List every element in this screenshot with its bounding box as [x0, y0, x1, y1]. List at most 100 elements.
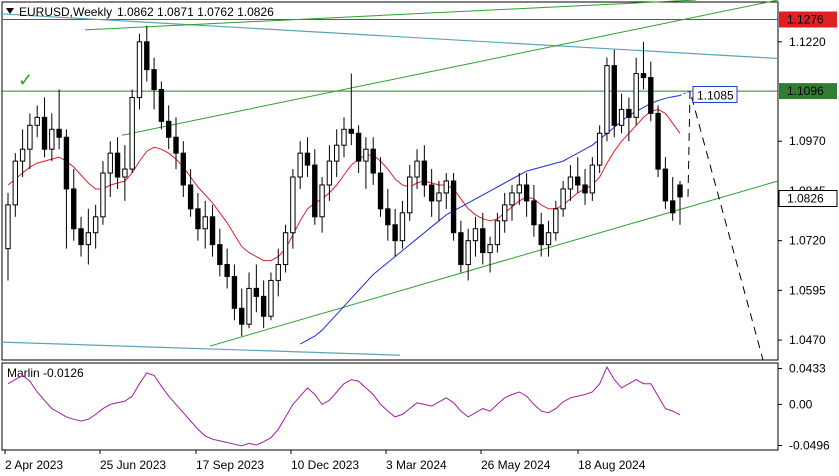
bear-candle — [385, 208, 391, 226]
bear-candle — [377, 172, 384, 210]
bear-candle — [151, 69, 157, 91]
oscillator-line — [7, 366, 681, 447]
bull-candle — [633, 73, 639, 118]
bear-candle — [662, 168, 669, 202]
bear-candle — [180, 152, 186, 186]
bull-candle — [436, 192, 442, 202]
collapse-triangle-icon[interactable] — [6, 8, 14, 14]
oscillator-panel-border — [1, 362, 779, 451]
bear-candle — [611, 65, 617, 126]
bull-candle — [290, 176, 296, 234]
bear-candle — [304, 152, 311, 166]
bear-candle — [392, 224, 398, 242]
bull-candle — [545, 232, 552, 246]
bull-candle — [516, 184, 522, 194]
bull-candle — [363, 148, 369, 162]
price-label-text: 1.0826 — [787, 192, 824, 206]
target-label-box — [692, 85, 738, 103]
bear-candle — [144, 41, 150, 71]
time-tick-label: 17 Sep 2023 — [196, 458, 264, 472]
price-label-text: 1.1276 — [787, 13, 824, 27]
channel-lower-line — [209, 180, 779, 347]
bear-candle — [582, 184, 588, 194]
oscillator-tick-label: 0.00 — [789, 397, 813, 411]
price-label: 1.1096 — [779, 83, 837, 100]
bull-candle — [5, 204, 11, 250]
bull-candle — [319, 184, 325, 218]
bull-candle — [465, 240, 471, 266]
bear-candle — [677, 184, 683, 198]
bull-candle — [560, 188, 566, 210]
bear-candle — [523, 184, 530, 202]
price-tick-label: 1.1220 — [789, 35, 826, 49]
bear-candle — [648, 77, 654, 114]
time-tick-label: 25 Jun 2023 — [100, 458, 166, 472]
bear-candle — [428, 184, 435, 202]
bull-candle — [502, 204, 508, 222]
chart-title: EURUSD,Weekly — [19, 5, 112, 19]
candles — [5, 25, 683, 337]
bull-candle — [414, 160, 420, 178]
bear-candle — [575, 176, 581, 186]
bear-candle — [173, 136, 179, 154]
bull-candle — [49, 128, 55, 150]
bull-candle — [326, 160, 333, 186]
bull-candle — [567, 176, 574, 190]
time-tick-label: 26 May 2024 — [481, 458, 551, 472]
bull-candle — [297, 152, 303, 178]
bull-candle — [596, 132, 603, 166]
bear-candle — [626, 108, 632, 118]
oscillator-title: Marlin -0.0126 — [7, 366, 84, 380]
bull-candle — [202, 216, 208, 230]
ohlc-values: 1.0862 1.0871 1.0762 1.0826 — [117, 5, 274, 19]
bear-candle — [217, 244, 223, 266]
bull-candle — [407, 176, 413, 214]
bear-candle — [41, 116, 48, 150]
bull-candle — [129, 96, 135, 170]
bear-candle — [166, 120, 172, 138]
forecast-path-line — [687, 90, 764, 361]
bull-candle — [100, 172, 106, 218]
chart-lines: 1.1085 — [1, 0, 779, 361]
bull-candle — [92, 216, 99, 234]
time-tick-label: 2 Apr 2023 — [5, 458, 63, 472]
bull-candle — [107, 152, 113, 174]
bull-candle — [27, 124, 33, 150]
price-tick-label: 1.0970 — [789, 134, 826, 148]
bear-candle — [458, 232, 464, 266]
time-tick-label: 18 Aug 2024 — [578, 458, 646, 472]
bear-candle — [224, 264, 230, 277]
time-axis: 2 Apr 2023 25 Jun 2023 17 Sep 2023 10 Dec 2… — [4, 450, 646, 472]
channel-upper-line — [121, 0, 779, 136]
bull-candle — [34, 116, 40, 126]
price-label-box — [779, 11, 837, 28]
bull-candle — [246, 287, 252, 325]
channel-top-line — [84, 0, 697, 31]
time-tick-label: 10 Dec 2023 — [291, 458, 359, 472]
bear-candle — [370, 148, 376, 174]
time-tick-label: 3 Mar 2024 — [386, 458, 447, 472]
bull-candle — [553, 208, 559, 234]
price-tick-label: 1.0720 — [789, 234, 826, 248]
bull-candle — [85, 232, 92, 246]
lower-trend-line — [1, 341, 401, 356]
bull-candle — [122, 168, 128, 178]
bear-candle — [655, 112, 661, 170]
price-label-text: 1.1096 — [787, 84, 824, 98]
bear-candle — [670, 200, 676, 214]
oscillator-panel: Marlin -0.0126 0.0433 0.00 -0.0496 — [7, 362, 830, 453]
bear-candle — [187, 184, 194, 210]
bull-candle — [589, 164, 596, 194]
bear-candle — [78, 228, 84, 246]
price-tick-label: 1.0470 — [789, 333, 826, 347]
ma-projection-line — [679, 90, 691, 96]
bull-candle — [604, 65, 610, 134]
bull-candle — [268, 279, 274, 317]
upper-trend-line — [1, 13, 779, 60]
price-label-box — [778, 190, 838, 208]
bear-candle — [239, 307, 245, 325]
bear-candle — [355, 132, 362, 162]
bear-candle — [421, 160, 428, 186]
bull-candle — [334, 144, 340, 162]
